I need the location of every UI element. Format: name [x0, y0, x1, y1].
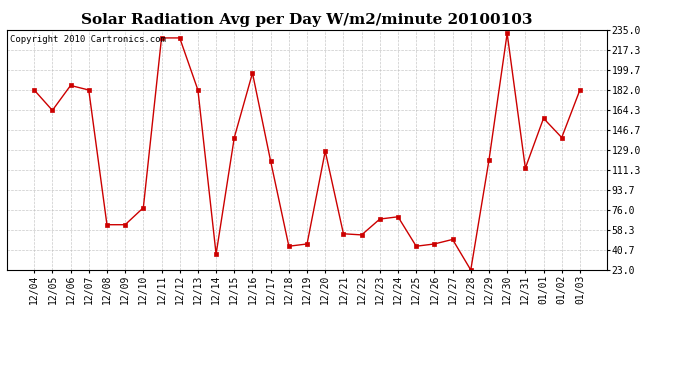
Text: Copyright 2010 Cartronics.com: Copyright 2010 Cartronics.com: [10, 35, 166, 44]
Title: Solar Radiation Avg per Day W/m2/minute 20100103: Solar Radiation Avg per Day W/m2/minute …: [81, 13, 533, 27]
